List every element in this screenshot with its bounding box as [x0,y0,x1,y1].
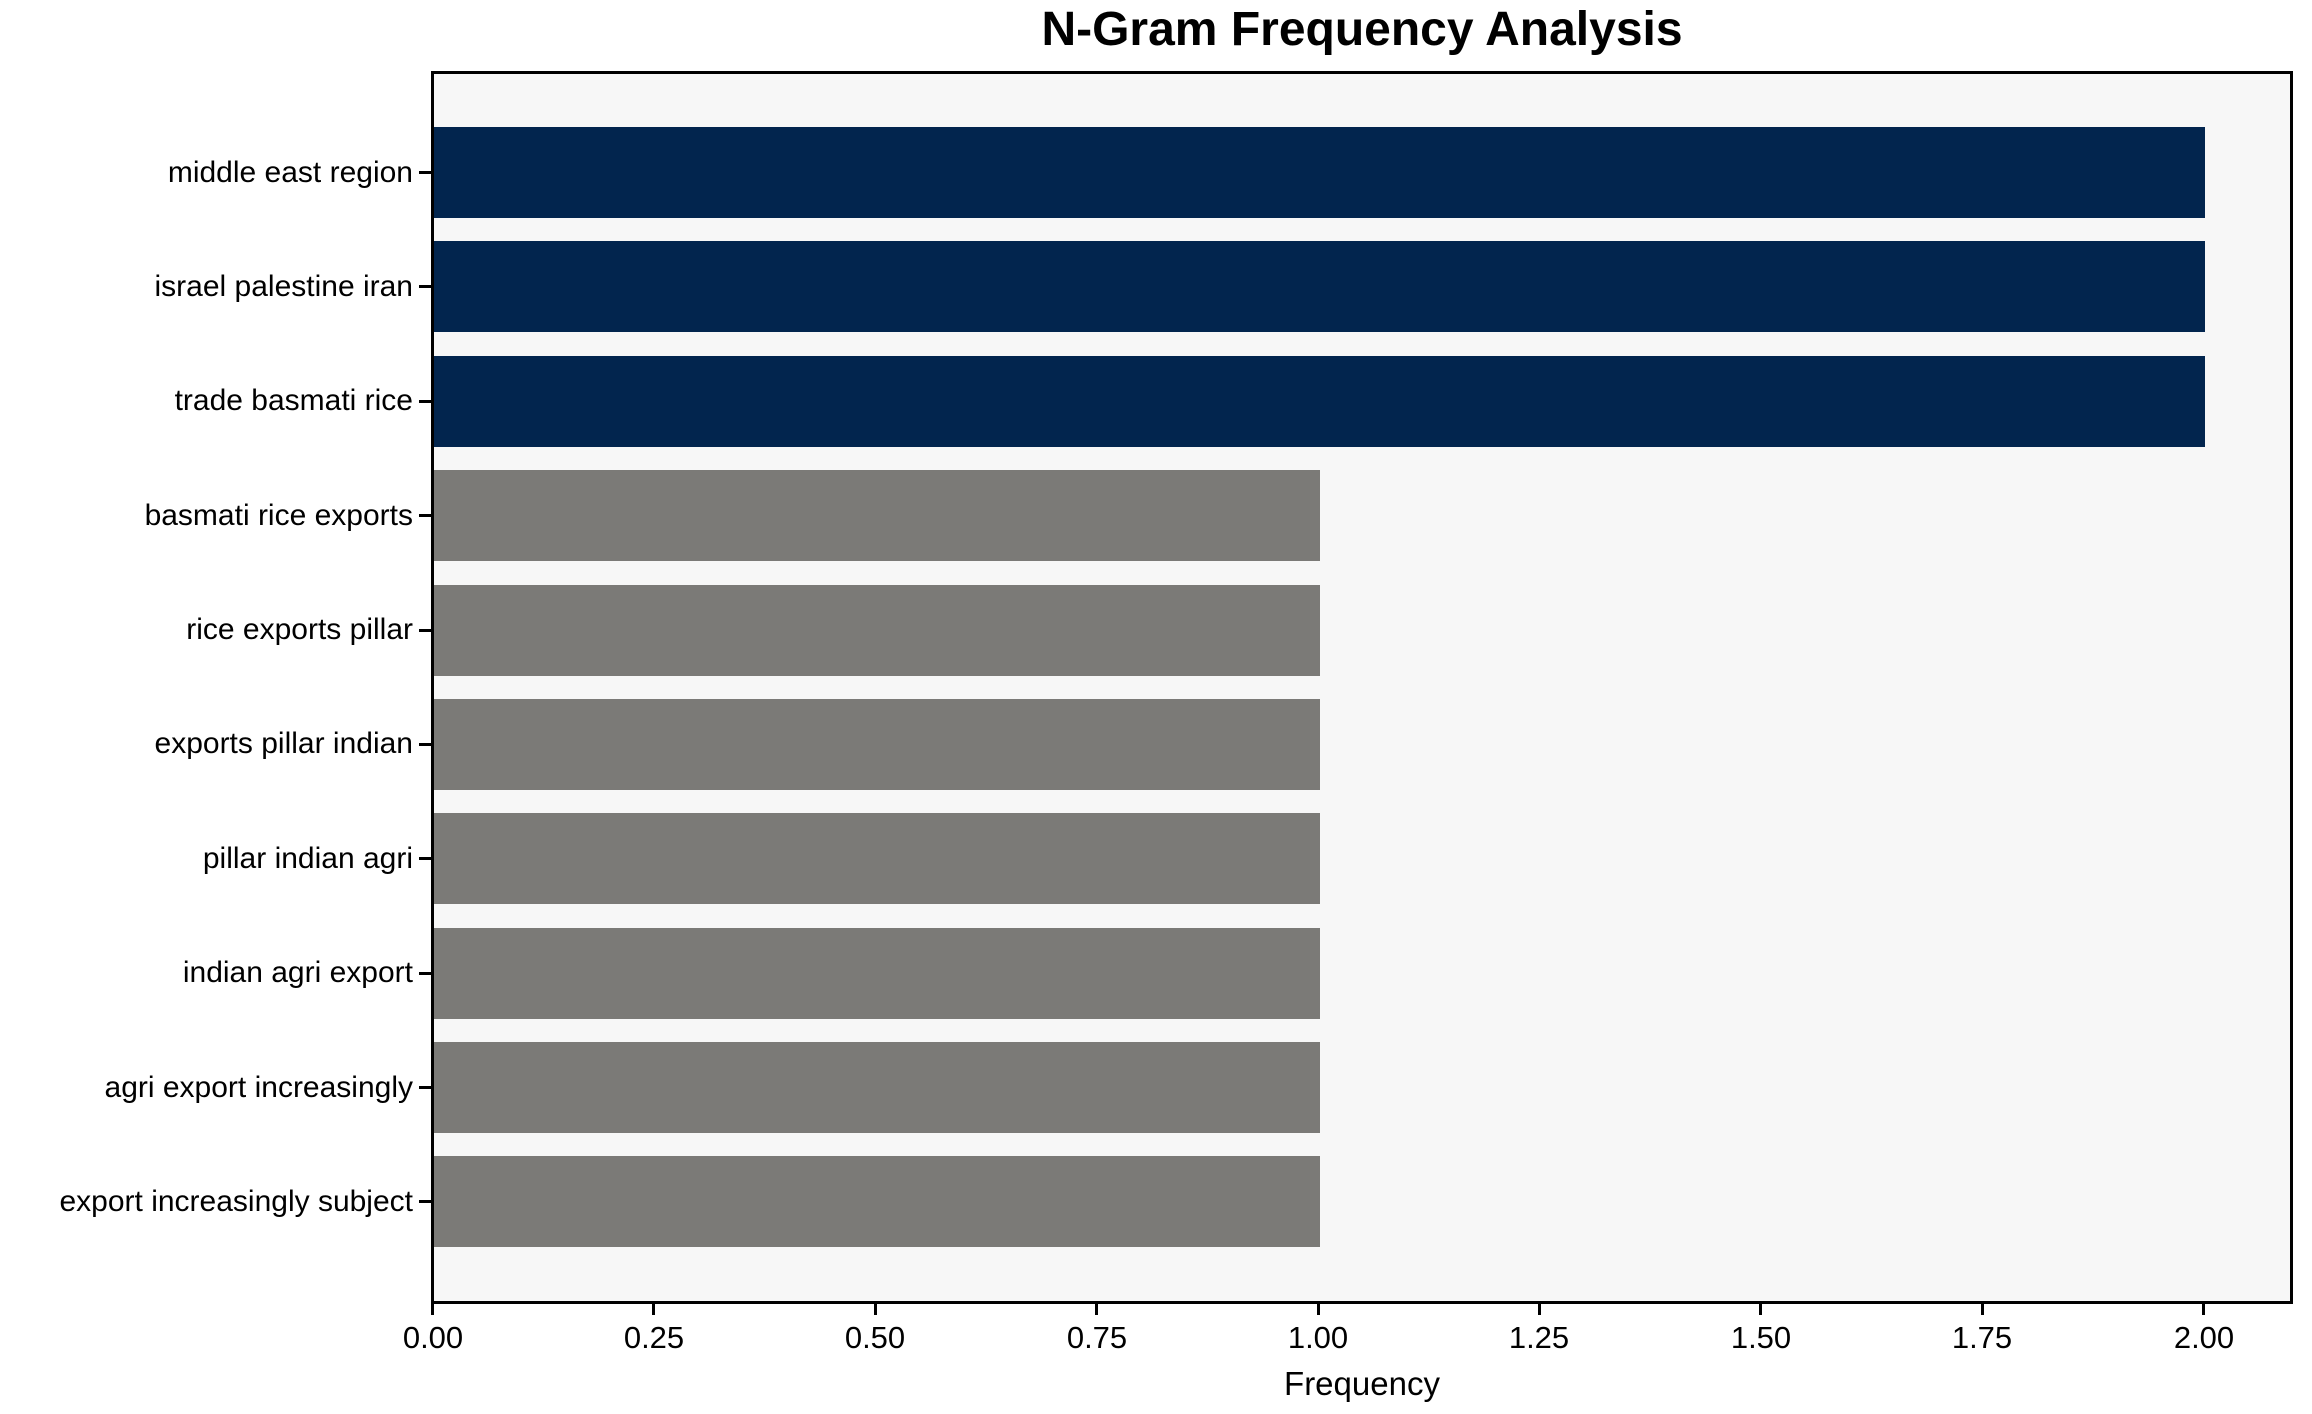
x-tick-label: 0.50 [844,1320,906,1355]
x-tick-mark [1981,1304,1984,1315]
x-tick-label: 1.00 [1287,1320,1349,1355]
x-tick-mark [1759,1304,1762,1315]
y-tick-mark [419,629,431,632]
y-tick-label: israel palestine iran [154,270,413,303]
bar [434,1156,1320,1247]
x-axis-label: Frequency [1284,1365,1440,1402]
x-tick-mark [1317,1304,1320,1315]
y-tick-mark [419,1086,431,1089]
y-tick-label: export increasingly subject [59,1185,413,1218]
x-tick-label: 0.25 [623,1320,685,1355]
x-tick-mark [652,1304,655,1315]
x-tick-mark [1095,1304,1098,1315]
y-tick-mark [419,743,431,746]
x-tick-label: 0.75 [1066,1320,1128,1355]
y-tick-mark [419,514,431,517]
y-tick-mark [419,972,431,975]
bar [434,1042,1320,1133]
y-tick-label: exports pillar indian [154,727,413,760]
y-tick-label: pillar indian agri [202,842,413,875]
bar [434,928,1320,1019]
x-tick-label: 1.50 [1730,1320,1792,1355]
bar [434,470,1320,561]
x-tick-mark [1538,1304,1541,1315]
bar [434,699,1320,790]
y-tick-label: basmati rice exports [144,499,413,532]
x-tick-mark [431,1304,434,1315]
bar [434,813,1320,904]
y-tick-label: indian agri export [182,956,413,989]
y-tick-label: middle east region [167,156,413,189]
chart-title: N-Gram Frequency Analysis [1041,3,1683,56]
x-tick-label: 2.00 [2173,1320,2235,1355]
y-tick-label: rice exports pillar [186,613,413,646]
bar [434,585,1320,676]
x-tick-mark [874,1304,877,1315]
x-tick-label: 0.00 [402,1320,464,1355]
y-tick-mark [419,171,431,174]
y-tick-mark [419,285,431,288]
x-tick-label: 1.75 [1951,1320,2013,1355]
y-tick-mark [419,857,431,860]
y-tick-mark [419,400,431,403]
y-tick-label: trade basmati rice [174,384,413,417]
x-tick-label: 1.25 [1508,1320,1570,1355]
bar [434,127,2205,218]
y-tick-mark [419,1200,431,1203]
x-tick-mark [2202,1304,2205,1315]
bar [434,241,2205,332]
bar [434,356,2205,447]
y-tick-label: agri export increasingly [104,1071,413,1104]
